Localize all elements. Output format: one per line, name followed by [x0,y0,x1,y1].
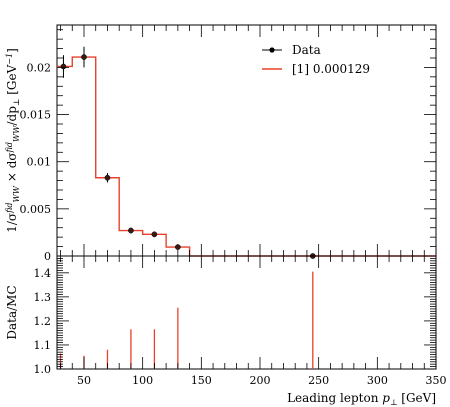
ratio-y-axis-label: Data/MC [5,285,19,339]
y-axis-label-part: −1 [5,53,14,65]
data-point [60,63,67,70]
legend: Data [1] 0.000129 [262,43,370,76]
y-axis-label-part: fid [5,142,14,153]
data-point [151,231,158,238]
legend-data-marker [269,47,275,53]
y-axis-label-part: fid [5,202,14,213]
y-tick-label: 0.01 [27,156,52,169]
y-axis-label-part: ] [5,48,19,53]
ratio-y-tick-label: 1.0 [34,363,52,376]
y-axis-label-part: /dp [5,106,19,126]
y-axis-label-part: WW [12,185,21,202]
ratio-y-tick-label: 1.4 [34,267,52,280]
data-point [175,244,181,250]
data-points [60,46,316,259]
x-tick-label: 150 [191,374,212,387]
distribution-plot-frame [56,24,437,257]
x-axis-label-part: p [382,391,390,405]
y-tick-label: 0.02 [27,61,52,74]
x-tick-label: 350 [426,374,447,387]
ratio-y-tick-label: 1.1 [34,339,52,352]
y-axis-label-part: 1/σ [5,213,19,233]
ratio-y-tick-labels: 1.0 1.1 1.2 1.3 1.4 [34,267,52,376]
x-axis-label-part: ⊥ [390,398,398,407]
data-point [104,174,111,181]
data-point [128,227,134,234]
legend-entry-label: Data [292,43,321,57]
y-tick-label: 0.015 [20,109,52,122]
x-tick-label: 300 [367,374,388,387]
y-tick-label: 0 [44,250,51,263]
x-axis-label: Leading lepton p⊥ [GeV] [287,391,436,407]
ratio-y-tick-label: 1.3 [34,291,52,304]
distribution-y-axis-label: 1/σfidWW × dσfidWW/dp⊥ [GeV−1] [5,48,21,233]
data-point [81,54,87,60]
legend-entry-label: [1] 0.000129 [292,62,370,76]
y-tick-label: 0.005 [20,203,52,216]
x-tick-labels: 50 100 150 200 250 300 350 [77,374,447,387]
ratio-bars [59,271,314,369]
y-axis-label-part: WW [12,125,21,142]
ratio-plot-frame [56,255,437,370]
distribution-y-tick-labels: 0 0.005 0.01 0.015 0.02 [20,61,52,263]
y-axis-label-part: × dσ [5,152,19,186]
x-axis-label-part: [GeV] [397,391,436,405]
mc-histogram [57,56,436,257]
y-axis-label-part: ⊥ [12,99,21,107]
ratio-axis-ticks [57,256,437,370]
x-tick-label: 100 [132,374,153,387]
x-tick-label: 50 [77,374,91,387]
x-tick-label: 250 [308,374,329,387]
ratio-y-tick-label: 1.2 [34,315,52,328]
distribution-axis-ticks [57,25,437,257]
mc-histogram-line [57,56,436,257]
y-axis-label-part: [GeV [5,64,19,98]
ratio-panel: 1.0 1.1 1.2 1.3 1.4 50 100 150 200 250 300 350 Dat… [5,255,447,407]
x-axis-label-part: Leading lepton [287,391,382,405]
x-tick-label: 200 [249,374,270,387]
